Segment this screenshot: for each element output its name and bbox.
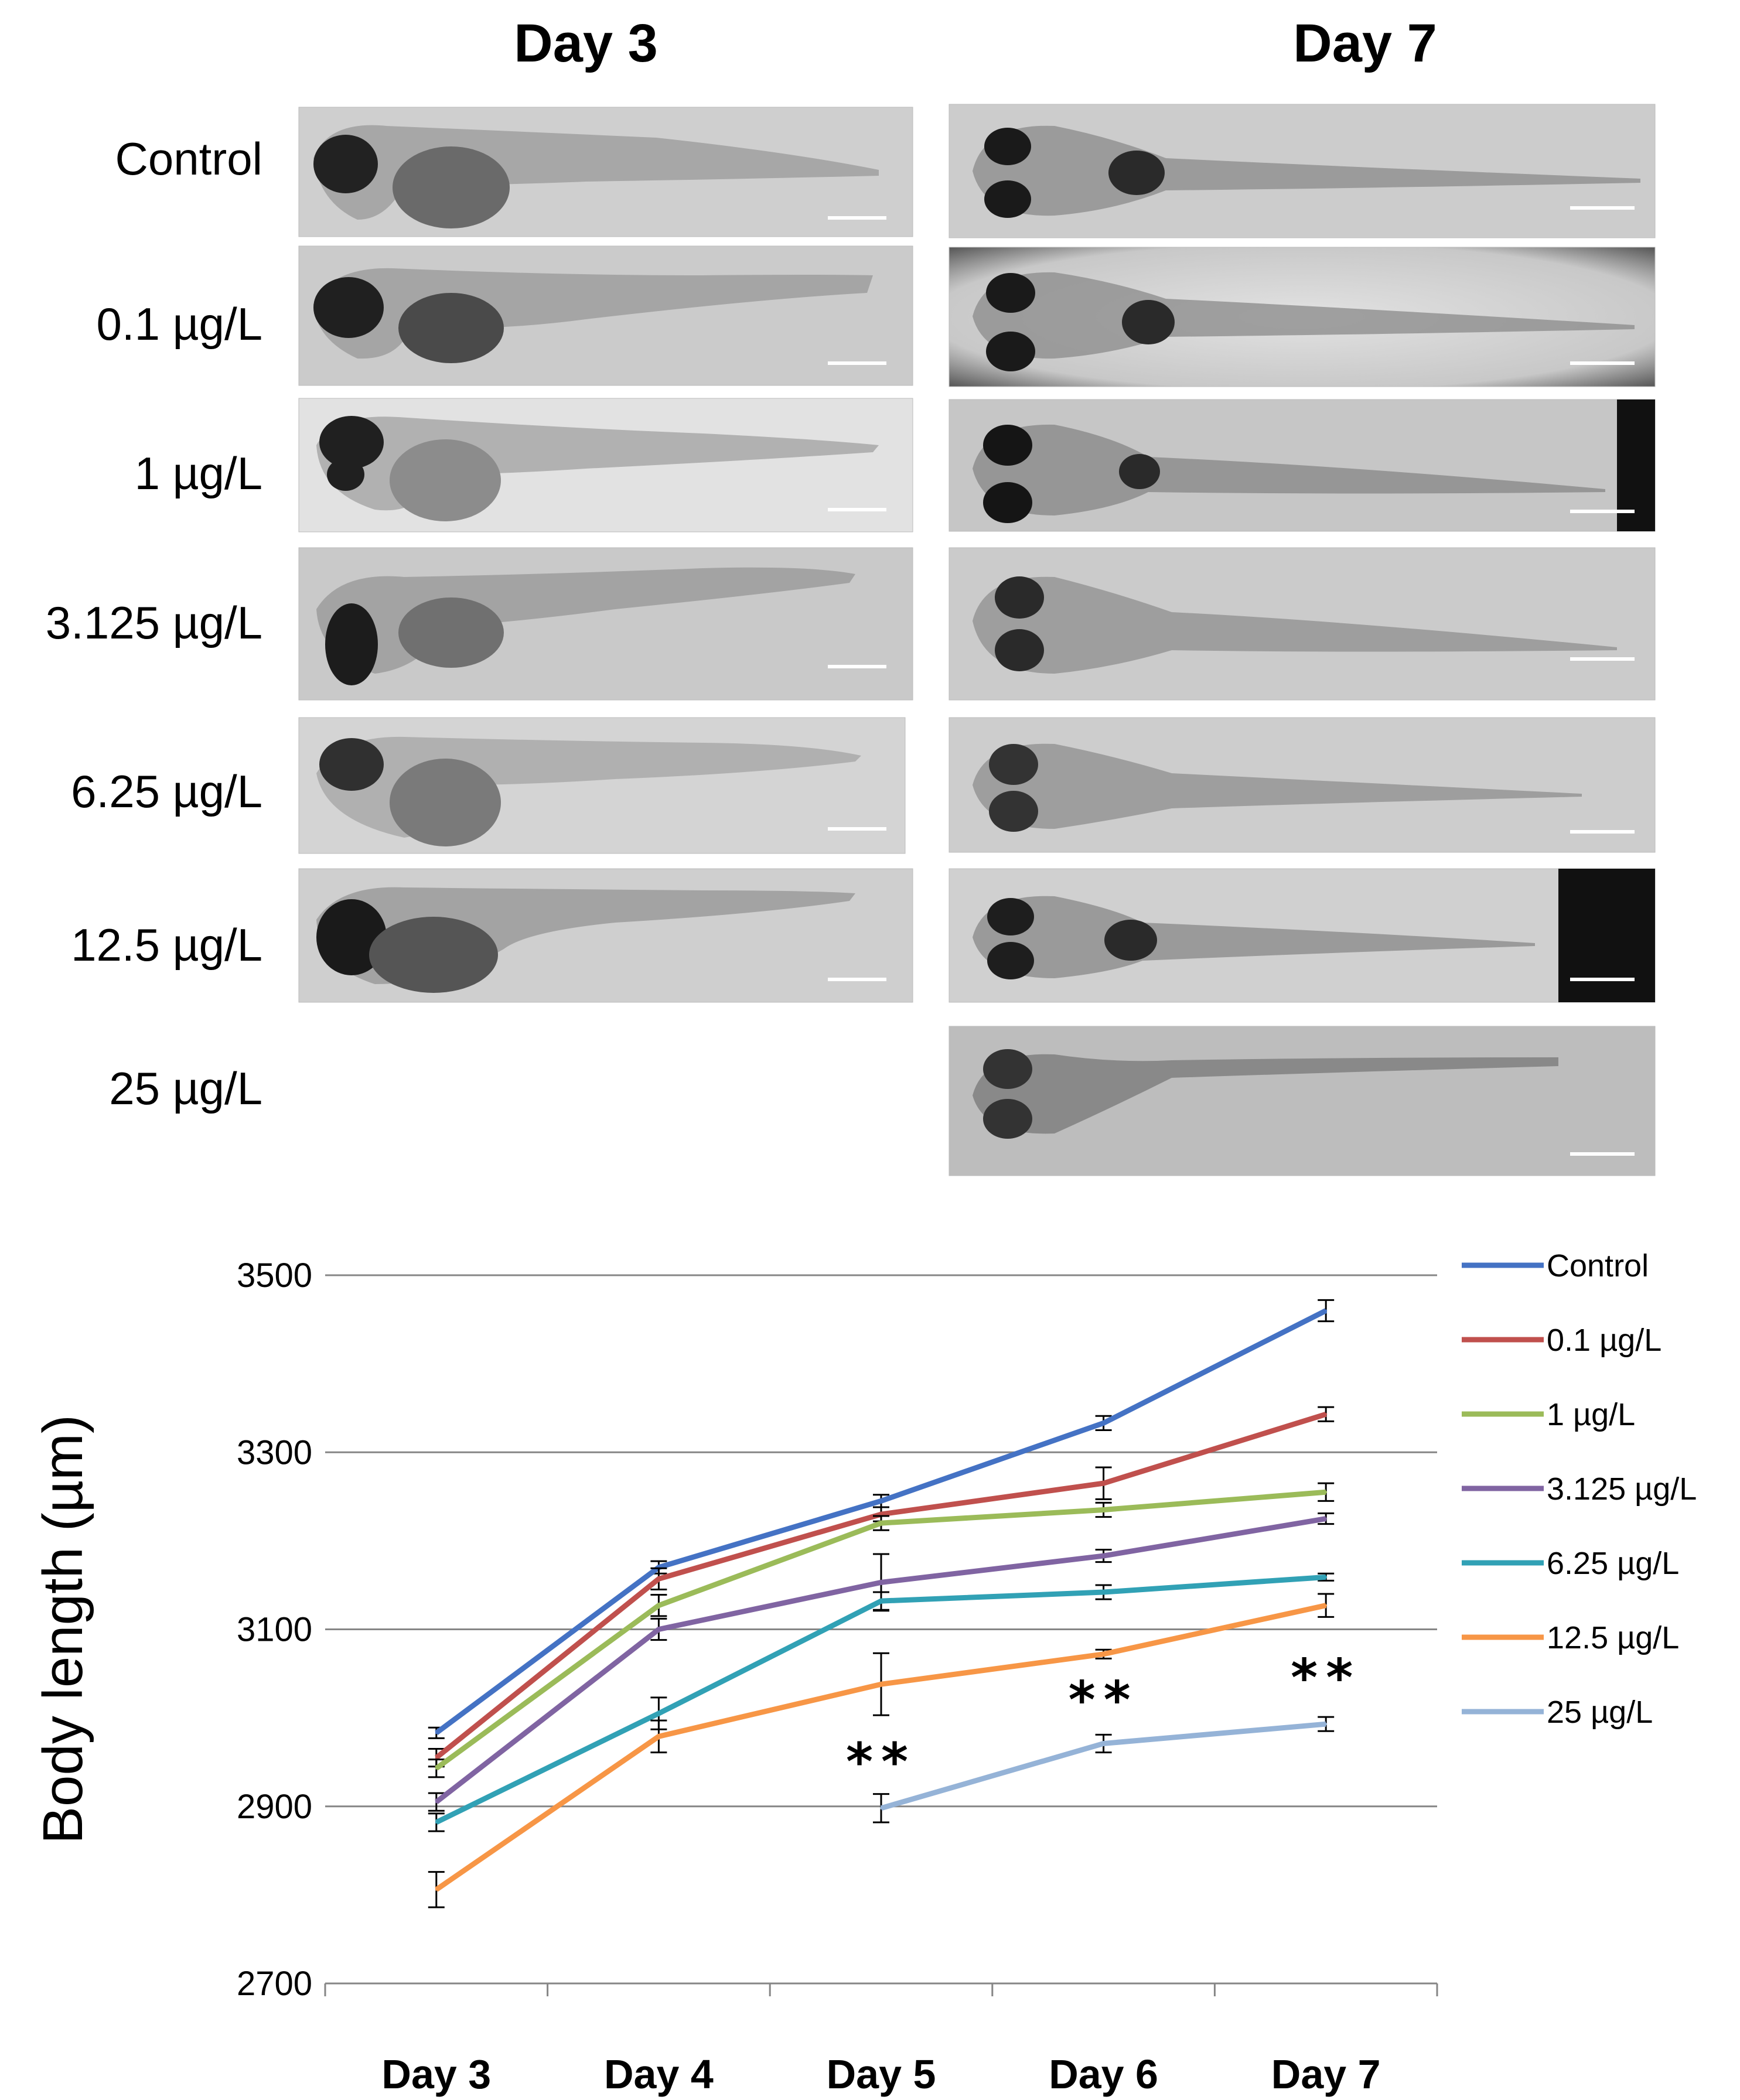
row-label-0.1: 0.1 µg/L: [97, 298, 262, 350]
series-12.5-g-L: [428, 1593, 1335, 1908]
day7-image-0.1: [949, 247, 1656, 387]
data-point: [435, 1888, 438, 1891]
y-tick-label: 2900: [237, 1788, 312, 1826]
day3-image-1: [298, 398, 913, 532]
data-point: [1102, 1422, 1105, 1425]
day3-image-3.125: [298, 547, 913, 701]
data-point: [657, 1712, 660, 1715]
legend-label: 6.25 µg/L: [1547, 1546, 1679, 1581]
row-label-control: Control: [115, 133, 262, 185]
x-tick-label: Day 5: [827, 2051, 936, 2097]
data-point: [435, 1821, 438, 1824]
data-point: [1102, 1591, 1105, 1594]
day3-image-0.1: [298, 245, 913, 386]
data-point: [1102, 1555, 1105, 1558]
data-point: [1102, 1652, 1105, 1655]
data-point: [435, 1801, 438, 1804]
day7-image-1: [949, 399, 1656, 532]
day3-image-12.5: [298, 868, 913, 1003]
row-label-3.125: 3.125 µg/L: [46, 597, 262, 648]
data-point: [435, 1756, 438, 1759]
data-point: [880, 1683, 882, 1686]
day3-image-6.25: [298, 717, 906, 854]
legend-label: 0.1 µg/L: [1547, 1323, 1661, 1358]
legend-label: 1 µg/L: [1547, 1397, 1635, 1432]
data-point: [1102, 1742, 1105, 1745]
row-label-1: 1 µg/L: [135, 448, 262, 499]
series-3.125-g-L: [428, 1512, 1335, 1812]
data-point: [880, 1581, 882, 1584]
x-tick-label: Day 7: [1271, 2051, 1381, 2097]
significance-marker: **: [1291, 1648, 1361, 1708]
data-point: [880, 1600, 882, 1603]
significance-marker: **: [846, 1732, 916, 1792]
data-point: [1325, 1309, 1328, 1312]
day7-image-control: [949, 104, 1656, 238]
day7-image-3.125: [949, 547, 1656, 701]
data-point: [1325, 1413, 1328, 1416]
y-axis-label: Body length (µm): [32, 1415, 94, 1844]
y-tick-label: 3100: [237, 1611, 312, 1649]
legend-label: Control: [1547, 1248, 1649, 1283]
day7-image-25: [949, 1026, 1656, 1176]
data-point: [657, 1628, 660, 1631]
data-point: [1325, 1491, 1328, 1494]
data-point: [1325, 1604, 1328, 1607]
data-point: [657, 1735, 660, 1738]
data-point: [880, 1513, 882, 1516]
data-point: [1325, 1576, 1328, 1579]
data-point: [1325, 1723, 1328, 1726]
data-point: [1325, 1517, 1328, 1520]
column-header-day3: Day 3: [514, 13, 658, 73]
y-tick-label: 2700: [237, 1965, 312, 2003]
data-point: [435, 1767, 438, 1770]
data-point: [435, 1732, 438, 1734]
x-tick-label: Day 3: [381, 2051, 491, 2097]
x-tick-label: Day 4: [604, 2051, 714, 2097]
legend-label: 12.5 µg/L: [1547, 1620, 1679, 1655]
data-point: [880, 1500, 882, 1503]
x-tick-label: Day 6: [1049, 2051, 1158, 2097]
series-6.25-g-L: [428, 1572, 1335, 1832]
y-tick-label: 3500: [237, 1256, 312, 1295]
data-point: [880, 1807, 882, 1809]
data-point: [1102, 1508, 1105, 1511]
significance-marker: **: [1069, 1669, 1139, 1730]
data-point: [657, 1577, 660, 1580]
legend-label: 3.125 µg/L: [1547, 1471, 1697, 1507]
series-1-g-L: [428, 1482, 1335, 1778]
data-point: [657, 1604, 660, 1607]
body-length-chart: 2700 2900 3100 3300 3500 Day 3 Day 4 Day 5 Day 6…: [32, 1248, 1697, 2097]
column-header-day7: Day 7: [1293, 13, 1437, 73]
data-point: [880, 1522, 882, 1525]
day7-image-12.5: [949, 868, 1656, 1003]
row-label-12.5: 12.5 µg/L: [71, 919, 262, 971]
day7-image-6.25: [949, 717, 1656, 853]
row-label-6.25: 6.25 µg/L: [71, 766, 262, 817]
series-25-g-L: [873, 1716, 1335, 1824]
row-label-25: 25 µg/L: [109, 1063, 262, 1114]
legend-label: 25 µg/L: [1547, 1695, 1653, 1730]
day3-image-control: [298, 107, 913, 237]
series-line: [435, 1489, 1326, 1771]
y-tick-label: 3300: [237, 1433, 312, 1471]
data-point: [1102, 1482, 1105, 1485]
